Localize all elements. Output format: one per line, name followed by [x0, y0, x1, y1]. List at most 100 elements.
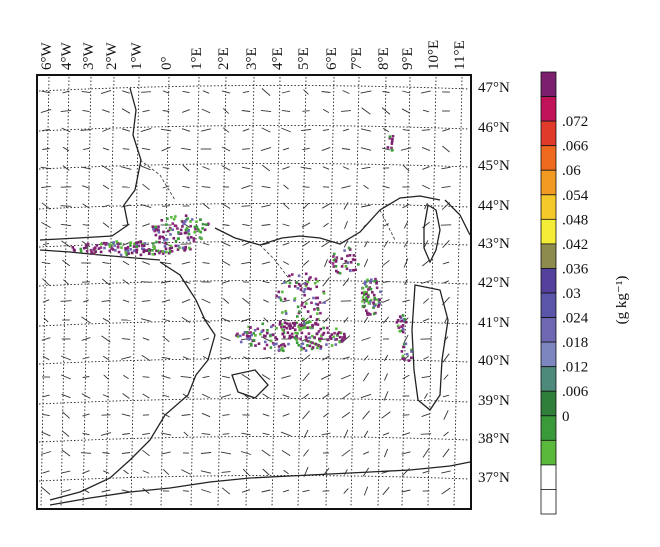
moisture-dot	[97, 247, 101, 250]
moisture-dot	[346, 261, 350, 265]
wind-vector	[443, 431, 449, 437]
moisture-dot	[317, 344, 321, 347]
wind-vector	[442, 353, 450, 363]
wind-vector	[403, 240, 409, 248]
wind-vector	[102, 128, 110, 132]
moisture-dot	[277, 345, 281, 348]
moisture-dot	[117, 250, 121, 254]
moisture-dot	[127, 252, 130, 255]
wind-vector	[363, 430, 369, 438]
wind-vector	[201, 433, 211, 435]
wind-vector	[283, 469, 289, 475]
wind-vector	[241, 317, 251, 323]
wind-vector	[441, 487, 451, 495]
wind-vector	[202, 375, 210, 379]
wind-vector	[160, 261, 172, 265]
moisture-dot	[111, 248, 115, 251]
moisture-dot	[281, 346, 284, 350]
moisture-dot	[246, 337, 249, 341]
moisture-dot	[199, 218, 202, 221]
moisture-dot	[157, 225, 160, 228]
wind-vector	[182, 109, 190, 113]
moisture-dot	[169, 244, 173, 248]
wind-vector	[142, 183, 150, 191]
wind-vector	[140, 127, 152, 133]
wind-vector	[341, 110, 351, 112]
moisture-dot	[189, 220, 192, 223]
wind-vector	[282, 261, 290, 265]
colorbar-swatch	[540, 218, 557, 245]
moisture-dot	[343, 335, 346, 338]
moisture-dot	[288, 327, 292, 330]
moisture-dot	[94, 250, 98, 253]
wind-vector	[121, 128, 131, 132]
wind-vector	[81, 166, 91, 170]
moisture-dot	[284, 312, 288, 315]
moisture-dot	[142, 247, 146, 251]
moisture-dot	[196, 228, 200, 231]
moisture-dot	[174, 224, 178, 228]
moisture-dot	[250, 333, 253, 337]
moisture-dot	[99, 242, 103, 246]
moisture-dot	[167, 229, 170, 233]
moisture-dot	[338, 271, 342, 275]
moisture-dot	[306, 339, 310, 343]
wind-vector	[262, 432, 270, 436]
wind-vector	[201, 489, 211, 493]
wind-vector	[282, 223, 290, 227]
parallel-line	[38, 124, 470, 132]
moisture-dot	[190, 218, 194, 221]
wind-vector	[364, 240, 368, 248]
moisture-dot	[297, 325, 300, 328]
moisture-dot	[321, 333, 325, 336]
moisture-dot	[269, 346, 273, 349]
moisture-dot	[264, 340, 267, 344]
moisture-dot	[315, 332, 319, 336]
wind-vector	[442, 261, 450, 265]
wind-vector	[343, 240, 349, 248]
moisture-dot	[281, 311, 284, 314]
latitude-label: 37°N	[478, 470, 510, 486]
moisture-dot	[372, 306, 375, 309]
moisture-dot	[410, 348, 413, 352]
wind-vector	[360, 393, 372, 399]
wind-vector	[161, 299, 171, 303]
moisture-dot	[155, 249, 158, 253]
moisture-dot	[400, 350, 404, 353]
moisture-dot	[283, 297, 287, 301]
moisture-dot	[154, 225, 157, 229]
moisture-dot	[361, 305, 365, 308]
wind-vector	[181, 298, 191, 304]
wind-vector	[100, 432, 112, 436]
wind-vector	[282, 147, 290, 151]
moisture-dot	[341, 338, 344, 342]
moisture-dot	[288, 285, 291, 288]
moisture-dot	[300, 323, 304, 327]
wind-vector	[42, 299, 50, 303]
moisture-dot	[177, 237, 180, 240]
moisture-dot	[326, 326, 329, 330]
moisture-dot	[348, 248, 352, 251]
wind-vector	[102, 317, 110, 323]
moisture-dot	[354, 268, 357, 272]
longitude-label: 11°E	[452, 40, 468, 70]
moisture-dot	[277, 290, 281, 294]
moisture-dot	[163, 239, 166, 242]
colorbar-swatch	[540, 243, 557, 269]
wind-vector	[381, 411, 391, 419]
moisture-dot	[113, 244, 116, 247]
latitude-label: 38°N	[478, 431, 510, 447]
moisture-dot	[158, 237, 161, 240]
moisture-dot	[319, 347, 322, 350]
wind-vector	[402, 299, 410, 303]
moisture-dot	[197, 229, 201, 233]
wind-vector	[424, 202, 428, 210]
moisture-dot	[266, 329, 269, 332]
moisture-dot	[396, 319, 400, 322]
moisture-dot	[162, 230, 165, 234]
longitude-label: 10°E	[426, 40, 442, 70]
longitude-label: 0°	[159, 57, 175, 71]
wind-vector	[181, 128, 191, 132]
longitude-label: 6°E	[324, 47, 340, 70]
wind-vector	[122, 279, 130, 285]
